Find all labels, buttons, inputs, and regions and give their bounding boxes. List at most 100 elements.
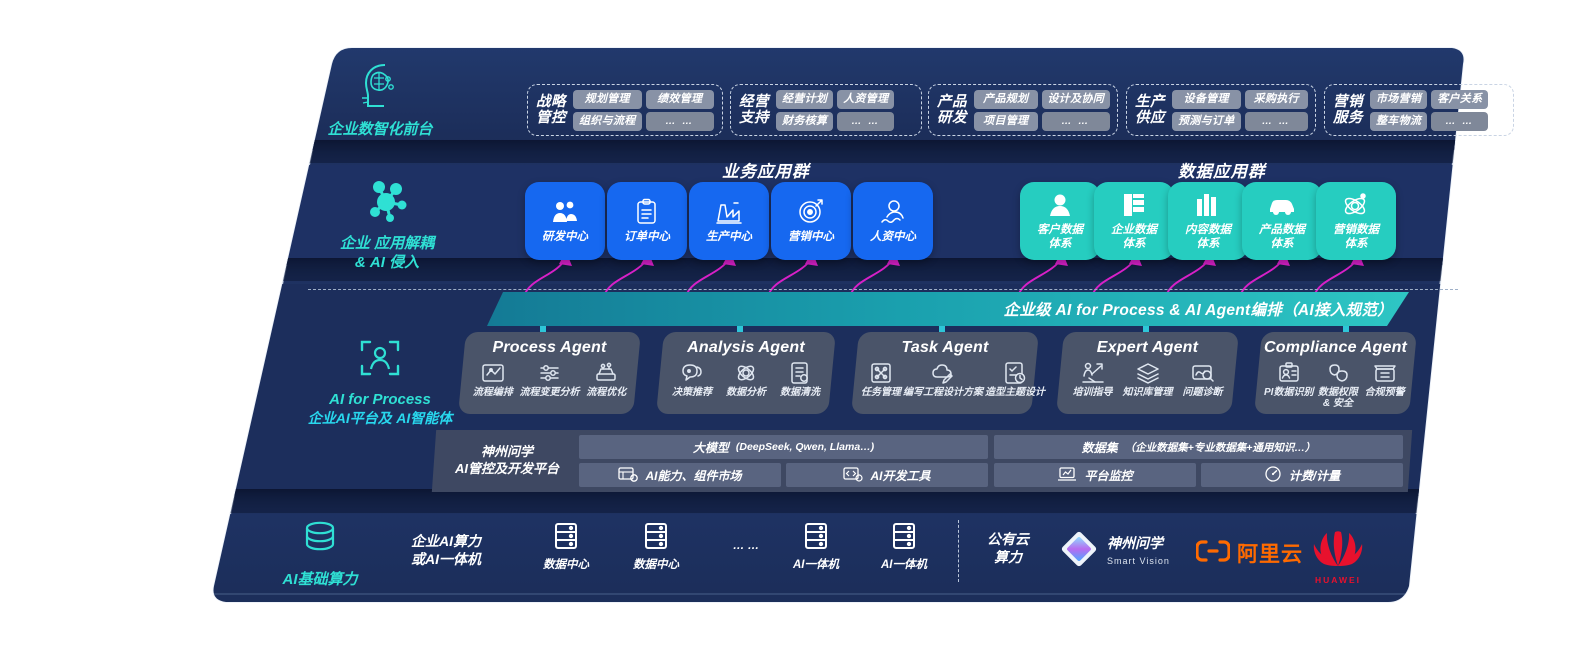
front-chip[interactable]: 项目管理 xyxy=(974,111,1038,131)
agent-capability[interactable]: 数据分析 xyxy=(720,361,772,398)
clipboard-list-icon xyxy=(633,198,661,226)
agent-capability-label: 数据权限 & 安全 xyxy=(1317,387,1358,410)
front-chip[interactable]: 经营计划 xyxy=(776,89,834,109)
business-card-3[interactable]: 生产中心 xyxy=(689,182,769,260)
server-rack-icon xyxy=(858,522,950,555)
ai-orchestration-banner: 企业级 AI for Process & AI Agent编排（AI接入规范） xyxy=(487,292,1409,326)
front-chip[interactable]: 组织与流程 xyxy=(573,111,642,131)
infra-item-label: 数据中心 xyxy=(543,559,589,571)
agent-capability[interactable]: 流程编排 xyxy=(468,361,518,398)
infra-item-2: 数据中心 xyxy=(520,522,612,572)
front-chip[interactable]: … … xyxy=(1244,111,1308,131)
ai-dev-tools-bar[interactable]: AI开发工具 xyxy=(786,463,988,487)
monitor-chart-icon xyxy=(1057,466,1077,485)
front-chip[interactable]: … … xyxy=(1041,111,1110,131)
business-card-5[interactable]: 人资中心 xyxy=(853,182,933,260)
user-avatar-icon xyxy=(1046,191,1074,219)
agent-capability-label: 知识库管理 xyxy=(1122,387,1173,398)
agent-capability[interactable]: 决策推荐 xyxy=(666,361,718,398)
ai-layer-divider xyxy=(308,289,1458,290)
dataset-bar[interactable]: 数据集 （企业数据集+专业数据集+通用知识…） xyxy=(994,435,1403,459)
agent-capability[interactable]: 数据清洗 xyxy=(774,361,826,398)
front-chip[interactable]: … … xyxy=(1431,111,1489,131)
brand-huawei-name: HUAWEI xyxy=(1315,575,1361,585)
front-chip[interactable]: 客户关系 xyxy=(1431,89,1489,109)
front-chip[interactable]: 人资管理 xyxy=(837,89,895,109)
bar-blocks-icon xyxy=(1194,191,1222,219)
agent-capability-label: 流程变更分析 xyxy=(519,387,580,398)
infra-item-label: AI一体机 xyxy=(881,559,927,571)
front-chip[interactable]: 设备管理 xyxy=(1172,89,1241,109)
data-card-label: 产品数据 体系 xyxy=(1259,223,1305,250)
front-chip[interactable]: 整车物流 xyxy=(1370,111,1428,131)
data-card-label: 营销数据 体系 xyxy=(1333,223,1379,250)
agent-card-1[interactable]: Process Agent 流程编排 流程变更分析 流程优化 xyxy=(458,332,641,414)
front-chip[interactable]: 产品规划 xyxy=(974,89,1038,109)
infra-ellipsis: … … xyxy=(700,536,792,553)
front-chip[interactable]: 设计及协同 xyxy=(1041,89,1110,109)
agent-card-5[interactable]: Compliance Agent PI数据识别 数据权限 & 安全 合规预警 xyxy=(1254,332,1417,414)
front-group-cells: 规划管理 绩效管理 组织与流程… … xyxy=(573,89,714,131)
agent-capability[interactable]: 合规预警 xyxy=(1362,361,1407,409)
data-card-4[interactable]: 产品数据 体系 xyxy=(1242,182,1322,260)
building-icon xyxy=(1120,191,1148,219)
huawei-flower-icon xyxy=(1310,530,1366,573)
data-apps-title: 数据应用群 xyxy=(1178,163,1266,181)
agent-capability[interactable]: PI数据识别 xyxy=(1264,361,1313,409)
agent-capability-label: 造型主题设计 xyxy=(985,387,1045,398)
front-group-1[interactable]: 战略 管控 规划管理 绩效管理 组织与流程… … xyxy=(527,84,723,136)
front-chip[interactable]: 规划管理 xyxy=(573,89,642,109)
data-card-5[interactable]: 营销数据 体系 xyxy=(1316,182,1396,260)
llm-bar[interactable]: 大模型 (DeepSeek, Qwen, Llama…) xyxy=(579,435,988,459)
agent-capability[interactable]: 培训指导 xyxy=(1066,361,1119,398)
platform-monitor-bar[interactable]: 平台监控 xyxy=(994,463,1196,487)
agent-capability[interactable]: 知识库管理 xyxy=(1121,361,1174,398)
agent-capability[interactable]: 数据权限 & 安全 xyxy=(1315,361,1360,409)
platform-monitor-label: 平台监控 xyxy=(1084,468,1133,483)
agent-capability[interactable]: 流程变更分析 xyxy=(520,361,580,398)
agent-capability[interactable]: 任务管理 xyxy=(861,361,901,398)
agent-capabilities: 任务管理 编写工程设计方案 造型主题设计 xyxy=(861,361,1045,398)
data-card-3[interactable]: 内容数据 体系 xyxy=(1168,182,1248,260)
agent-capability[interactable]: 造型主题设计 xyxy=(985,361,1045,398)
agent-card-3[interactable]: Task Agent 任务管理 编写工程设计方案 造型主题设计 xyxy=(851,332,1045,414)
business-card-1[interactable]: 研发中心 xyxy=(525,182,605,260)
front-chip[interactable]: 采购执行 xyxy=(1244,89,1308,109)
brand-smartvision-text: 神州问学 Smart Vision xyxy=(1107,535,1170,567)
person-chart-icon xyxy=(879,198,907,226)
business-card-2[interactable]: 订单中心 xyxy=(607,182,687,260)
data-card-label: 客户数据 体系 xyxy=(1037,223,1083,250)
factory-icon xyxy=(715,198,743,226)
front-chip[interactable]: 绩效管理 xyxy=(645,89,714,109)
data-card-1[interactable]: 客户数据 体系 xyxy=(1020,182,1100,260)
front-group-2[interactable]: 经营 支持 经营计划 人资管理 财务核算… … xyxy=(730,84,922,136)
agent-capability[interactable]: 流程优化 xyxy=(582,361,632,398)
business-apps-title: 业务应用群 xyxy=(722,163,810,181)
users-group-icon xyxy=(551,198,579,226)
rail-front-office: 企业数智化前台 xyxy=(300,62,460,140)
agent-capability[interactable]: 编写工程设计方案 xyxy=(903,361,983,398)
agent-card-4[interactable]: Expert Agent 培训指导 知识库管理 问题诊断 xyxy=(1056,332,1239,414)
chart-box-icon xyxy=(468,361,518,385)
id-badge-icon xyxy=(1264,361,1313,385)
person-scan-icon xyxy=(300,336,460,385)
agent-card-2[interactable]: Analysis Agent 决策推荐 数据分析 数据清洗 xyxy=(656,332,836,414)
front-group-cells: 市场营销 客户关系 整车物流… … xyxy=(1370,89,1489,131)
business-card-4[interactable]: 营销中心 xyxy=(771,182,851,260)
front-group-5[interactable]: 营销 服务 市场营销 客户关系 整车物流… … xyxy=(1324,84,1514,136)
ai-dev-tools-label: AI开发工具 xyxy=(870,468,931,483)
data-card-2[interactable]: 企业数据 体系 xyxy=(1094,182,1174,260)
agent-capability[interactable]: 问题诊断 xyxy=(1176,361,1229,398)
front-chip[interactable]: 市场营销 xyxy=(1370,89,1428,109)
front-chip[interactable]: 财务核算 xyxy=(776,111,834,131)
brand-alicloud: 阿里云 xyxy=(1195,538,1303,568)
front-group-4[interactable]: 生产 供应 设备管理 采购执行 预测与订单… … xyxy=(1126,84,1316,136)
front-chip[interactable]: … … xyxy=(837,111,895,131)
infra-item-label: AI一体机 xyxy=(793,559,839,571)
ai-capability-market-bar[interactable]: AI能力、组件市场 xyxy=(579,463,781,487)
billing-bar[interactable]: 计费/计量 xyxy=(1201,463,1403,487)
front-group-3[interactable]: 产品 研发 产品规划 设计及协同 项目管理… … xyxy=(928,84,1118,136)
front-chip[interactable]: … … xyxy=(645,111,714,131)
front-chip[interactable]: 预测与订单 xyxy=(1172,111,1241,131)
agent-name: Compliance Agent xyxy=(1264,339,1408,356)
